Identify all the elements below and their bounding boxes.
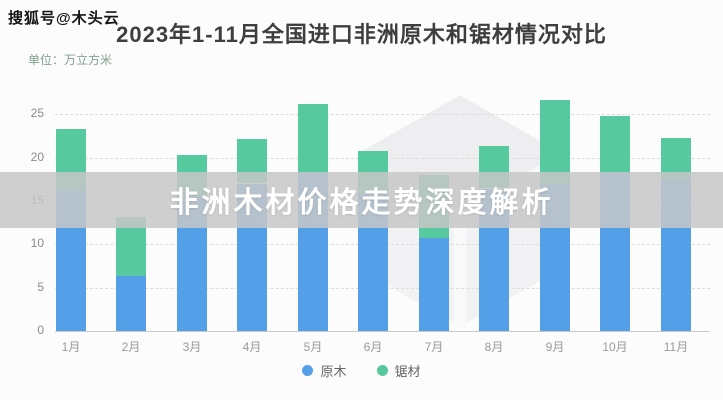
legend-label-sawnwood: 锯材 (394, 364, 421, 379)
x-axis-label-9月: 9月 (545, 340, 565, 354)
x-axis-label-11月: 11月 (663, 340, 689, 354)
caption-overlay-band: 非洲木材价格走势深度解析 (0, 172, 723, 228)
bar-5月-锯材 (298, 104, 328, 173)
y-axis-tick-10: 10 (30, 236, 44, 250)
bar-9月-锯材 (540, 100, 570, 184)
x-axis-label-3月: 3月 (182, 340, 202, 354)
x-axis-label-1月: 1月 (61, 340, 81, 354)
legend-label-logs: 原木 (320, 364, 347, 379)
unit-label: 单位：万立方米 (28, 53, 113, 67)
x-axis-label-4月: 4月 (242, 340, 262, 354)
y-axis-tick-25: 25 (30, 106, 44, 120)
x-axis-label-5月: 5月 (303, 340, 323, 354)
y-axis-tick-20: 20 (30, 150, 44, 164)
bar-10月-锯材 (600, 116, 630, 174)
x-axis-label-6月: 6月 (363, 340, 383, 354)
chart-legend: 原木 锯材 (0, 361, 723, 380)
chart-title: 2023年1-11月全国进口非洲原木和锯材情况对比 (116, 22, 607, 47)
x-axis-label-8月: 8月 (484, 340, 504, 354)
gridline-25 (55, 114, 710, 115)
y-axis-tick-5: 5 (37, 280, 44, 294)
logs-legend-dot-icon (302, 365, 314, 376)
bar-7月-原木 (419, 238, 449, 331)
bar-2月-原木 (116, 276, 146, 331)
sohu-account-badge: 搜狐号@木头云 (8, 10, 120, 27)
legend-item-logs: 原木 (302, 361, 347, 380)
x-axis-label-10月: 10月 (602, 340, 628, 354)
sawnwood-legend-dot-icon (376, 365, 388, 376)
y-axis-tick-0: 0 (37, 323, 44, 337)
x-axis-label-7月: 7月 (424, 340, 444, 354)
legend-item-sawnwood: 锯材 (376, 361, 421, 380)
caption-overlay-text: 非洲木材价格走势深度解析 (169, 187, 554, 219)
x-axis-label-2月: 2月 (121, 340, 141, 354)
gridline-0 (55, 331, 710, 332)
